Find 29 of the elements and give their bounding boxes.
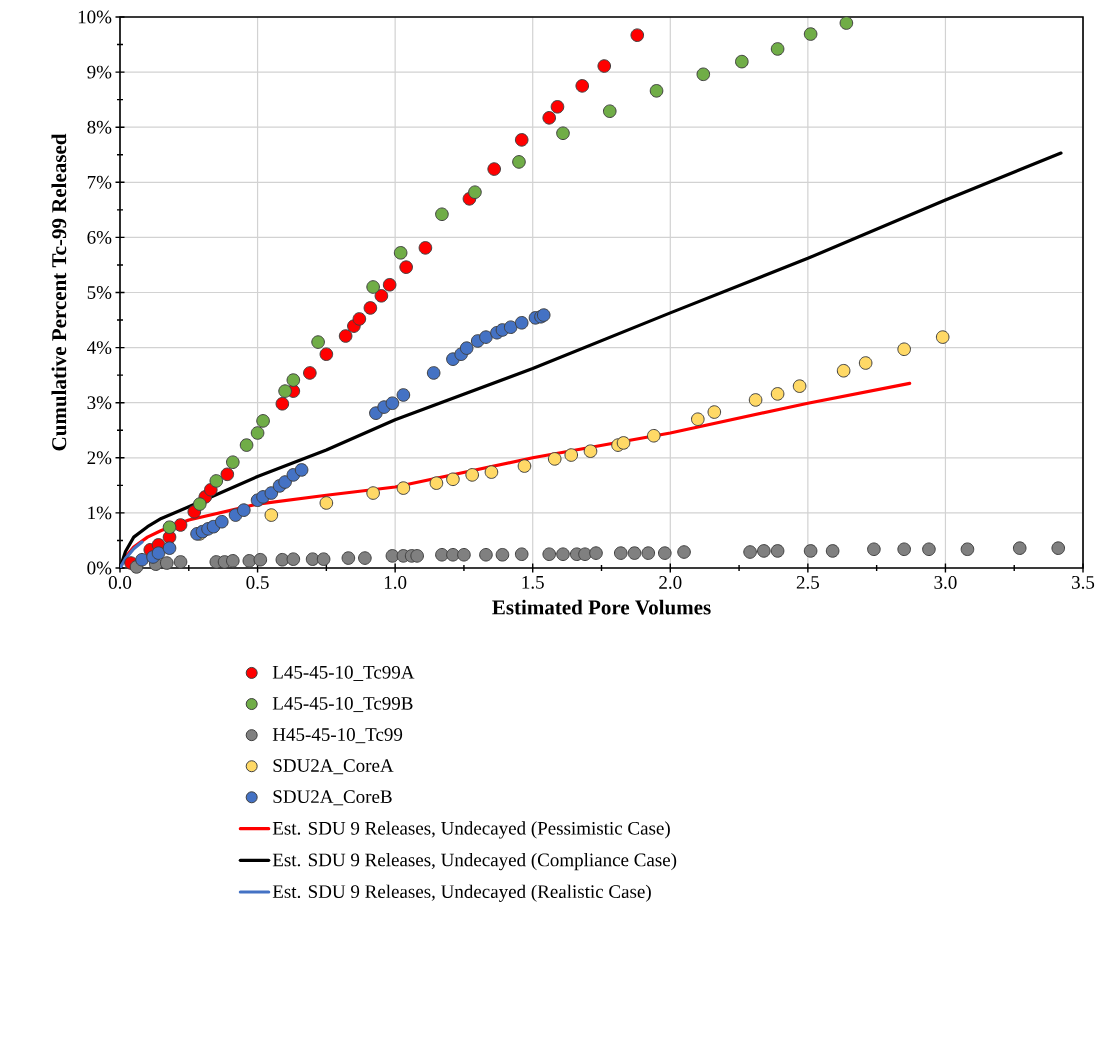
legend-label: SDU2A_CoreA — [273, 759, 394, 775]
x-tick-label: 0.0 — [108, 576, 132, 589]
legend-label: Est. SDU 9 Releases, Undecayed (Compliance Case) — [272, 852, 677, 871]
y-tick-label: 10% — [78, 10, 112, 24]
y-tick-label: 2% — [87, 451, 112, 465]
x-tick-label: 2.0 — [659, 576, 682, 589]
legend-label: SDU2A_CoreB — [273, 790, 392, 806]
legend-label: L45-45-10_Tc99B — [272, 696, 413, 713]
x-tick-label: 1.0 — [384, 576, 407, 589]
y-tick-label: 1% — [88, 506, 112, 520]
y-tick-label: 3% — [87, 396, 112, 410]
x-tick-label: 3.5 — [1072, 576, 1095, 589]
y-tick-label: 0% — [87, 561, 112, 575]
legend-label: L45-45-10_Tc99A — [272, 665, 415, 681]
y-tick-label: 5% — [87, 286, 112, 299]
legend-label: Est. SDU 9 Releases, Undecayed (Pessimistic Case) — [272, 821, 670, 839]
legend-label: Est. SDU 9 Releases, Undecayed (Realistic Case) — [272, 884, 651, 902]
legend-label: H45-45-10_Tc99 — [272, 728, 403, 744]
y-tick-label: 9% — [87, 65, 112, 79]
x-tick-label: 2.5 — [796, 576, 819, 589]
y-axis-title: Cumulative Percent Tc-99 Released — [51, 133, 67, 451]
y-tick-label: 6% — [87, 230, 112, 244]
y-tick-label: 7% — [87, 175, 112, 189]
y-tick-label: 8% — [87, 120, 112, 134]
x-tick-label: 3.0 — [934, 576, 957, 589]
y-tick-label: 4% — [87, 341, 112, 355]
x-axis-title: Estimated Pore Volumes — [492, 599, 711, 615]
x-tick-label: 1.5 — [522, 576, 544, 589]
x-tick-label: 0.5 — [246, 576, 269, 589]
